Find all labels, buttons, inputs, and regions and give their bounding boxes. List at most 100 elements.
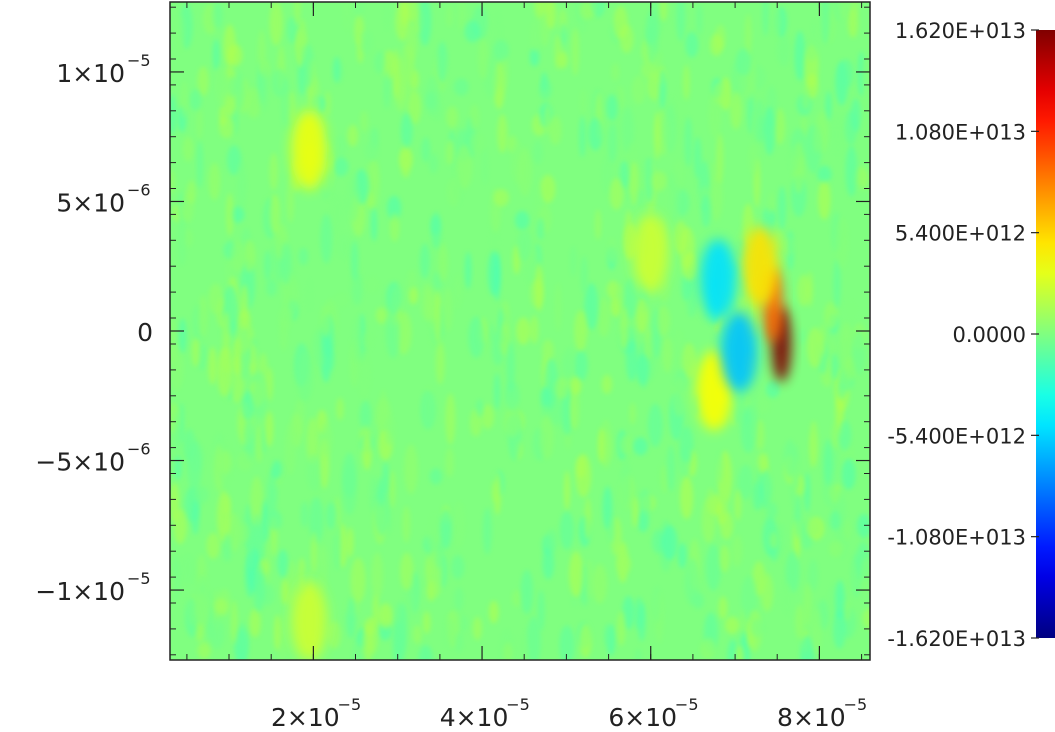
texture-streak [719,544,730,573]
x-tick-exponent: −5 [675,695,699,714]
texture-streak [862,608,870,630]
texture-streak [370,421,378,463]
texture-streak [241,390,255,421]
texture-streak [170,94,177,135]
texture-streak [785,551,800,593]
texture-streak [319,422,333,457]
texture-streak [817,165,832,183]
y-tick-label: −5×10 [35,448,125,477]
texture-streak [170,317,177,365]
texture-streak [236,622,249,652]
texture-streak [170,169,176,195]
texture-streak [833,609,846,649]
texture-streak [517,147,533,197]
texture-streak [320,304,331,338]
colorbar-tick-label: -1.080E+013 [887,526,1026,550]
texture-streak [659,2,668,22]
texture-streak [273,614,281,651]
texture-streak [526,616,541,660]
texture-streak [735,48,752,77]
texture-streak [286,177,295,223]
texture-streak [250,476,263,526]
texture-streak [656,305,671,337]
texture-streak [196,107,203,140]
texture-streak [604,623,612,646]
texture-streak [412,625,422,645]
texture-streak [620,161,629,189]
texture-streak [579,115,586,158]
texture-streak [516,317,531,345]
texture-streak [249,608,261,638]
y-tick-exponent: −6 [127,180,151,199]
texture-streak [575,453,592,498]
texture-streak [265,411,274,447]
texture-streak [481,404,495,430]
texture-streak [249,343,258,376]
texture-streak [586,559,593,599]
texture-streak [223,24,236,67]
texture-streak [579,88,587,116]
texture-streak [333,523,342,570]
texture-streak [606,94,618,121]
colorbar-tick-label: 1.080E+013 [895,120,1026,144]
texture-streak [762,2,769,37]
texture-streak [598,427,605,463]
texture-streak [811,607,822,655]
texture-streak [447,610,462,635]
texture-streak [511,589,523,608]
texture-streak [569,245,577,277]
texture-streak [554,34,562,70]
texture-streak [554,377,570,399]
texture-streak [464,20,481,43]
texture-streak [685,31,699,58]
texture-streak [193,486,209,504]
texture-streak [783,439,797,478]
texture-streak [208,162,221,201]
texture-streak [429,468,443,485]
texture-streak [222,494,231,514]
texture-streak [389,213,400,242]
texture-streak [631,75,646,105]
texture-streak [770,7,782,38]
texture-streak [270,194,280,234]
y-tick-label: 0 [137,318,153,347]
texture-streak [622,595,635,630]
texture-streak [712,82,728,105]
texture-streak [297,557,306,591]
texture-streak [856,513,870,539]
texture-streak [399,149,413,170]
texture-streak [530,315,539,344]
texture-streak [653,111,661,160]
texture-streak [443,288,453,332]
texture-streak [563,470,571,511]
texture-streak [861,56,870,96]
texture-streak [821,2,830,44]
texture-streak [635,354,650,385]
texture-streak [189,89,202,111]
texture-streak [545,2,557,29]
texture-streak [805,518,822,537]
texture-streak [736,74,748,94]
texture-streak [264,250,271,281]
texture-streak [197,642,211,660]
texture-streak [719,479,730,515]
texture-streak [222,533,232,562]
texture-streak [230,206,245,223]
texture-streak [378,603,393,629]
texture-streak [227,145,242,176]
texture-streak [804,43,819,89]
texture-streak [208,283,223,315]
texture-streak [253,571,265,613]
texture-streak [187,441,202,492]
texture-streak [310,77,321,116]
heatmap-texture [170,2,870,660]
texture-streak [540,414,554,460]
texture-streak [482,147,489,186]
texture-streak [187,180,196,204]
texture-streak [217,347,233,397]
texture-streak [540,174,556,204]
texture-streak [837,382,846,400]
texture-streak [609,178,624,210]
texture-streak [665,2,675,26]
